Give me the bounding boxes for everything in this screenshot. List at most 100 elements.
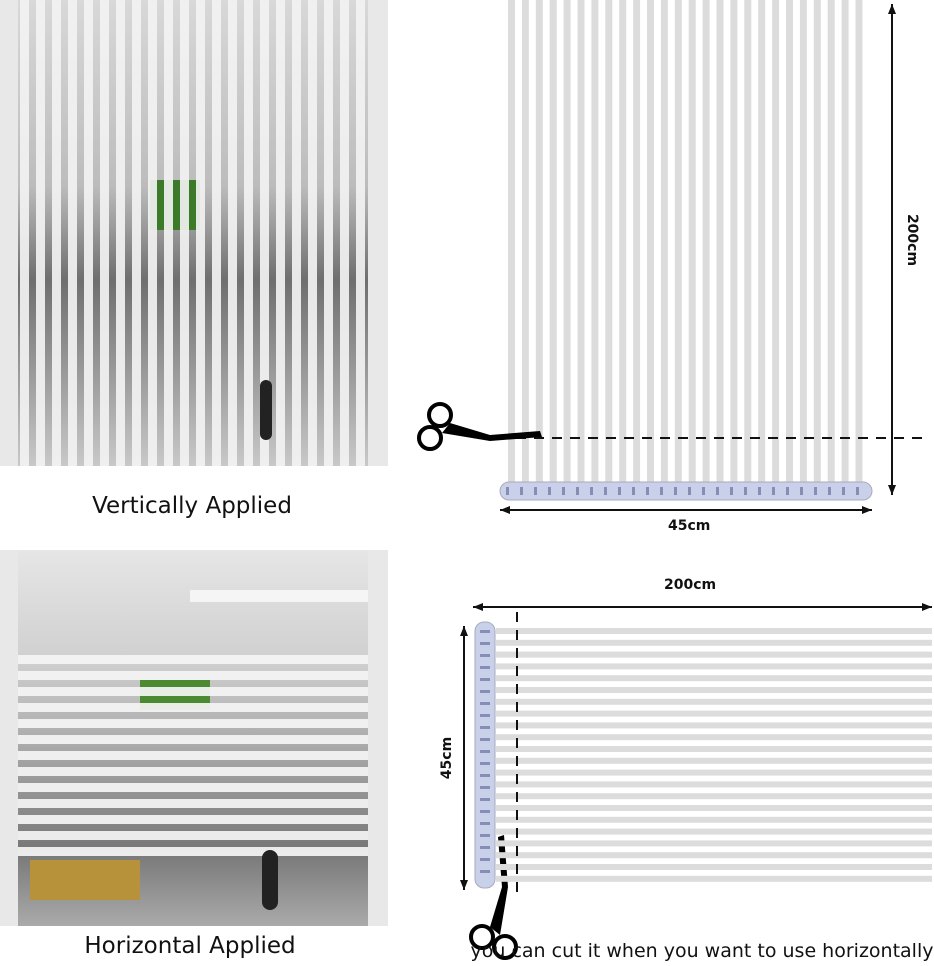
film-stripe <box>496 816 932 823</box>
film-stripe <box>496 639 932 646</box>
roll-mark <box>646 487 649 495</box>
roll-mark <box>660 487 663 495</box>
frosted-stripe <box>18 815 368 824</box>
horizontal-length-label: 200cm <box>664 577 717 593</box>
frosted-stripe <box>244 0 253 466</box>
scissors-blade <box>490 835 508 935</box>
roll-mark <box>702 487 705 495</box>
film-stripe <box>702 0 710 482</box>
frosted-stripe <box>116 0 125 466</box>
horizontal-applied-photo <box>0 550 388 926</box>
film-stripe <box>855 0 863 482</box>
film-stripe <box>647 0 654 482</box>
scissors-blade <box>442 423 542 441</box>
vertical-caption: Vertically Applied <box>92 493 292 519</box>
film-stripe <box>633 0 641 482</box>
roll-mark <box>632 487 635 495</box>
frame <box>368 0 388 466</box>
film-stripe <box>496 781 932 788</box>
roll-mark <box>480 630 490 633</box>
film-stripe <box>508 0 515 482</box>
roll-mark <box>744 487 747 495</box>
film-stripe <box>496 675 932 682</box>
roll-mark <box>480 786 490 789</box>
film-roll <box>474 621 496 889</box>
frosted-stripe <box>52 0 61 466</box>
film-stripe <box>744 0 752 482</box>
film-stripe <box>496 722 932 729</box>
roll-mark <box>480 846 490 849</box>
frosted-stripe <box>18 799 368 808</box>
frosted-stripe <box>180 0 189 466</box>
roll-mark <box>480 726 490 729</box>
frosted-stripe <box>18 735 368 744</box>
film-stripe <box>521 0 529 482</box>
film-stripe <box>786 0 793 482</box>
roll-mark <box>480 834 490 837</box>
arrow-head <box>922 603 932 611</box>
roll-mark <box>786 487 789 495</box>
roll-mark <box>480 810 490 813</box>
frosted-stripe <box>18 751 368 760</box>
roll-mark <box>480 750 490 753</box>
film-stripe <box>688 0 696 482</box>
roll-mark <box>480 714 490 717</box>
roll-mark <box>480 690 490 693</box>
film-stripe <box>496 746 932 752</box>
frosted-stripe <box>18 687 368 696</box>
arrow-head <box>500 506 510 514</box>
roll-mark <box>674 487 677 495</box>
frosted-stripe <box>228 0 237 466</box>
frosted-stripe <box>308 0 317 466</box>
frosted-stripe <box>18 847 368 856</box>
scissors-handle <box>469 924 495 950</box>
scissors-handle <box>492 934 518 960</box>
frosted-stripe <box>20 0 29 466</box>
frosted-stripe <box>18 783 368 792</box>
arrow-head <box>862 506 872 514</box>
roll-mark <box>506 487 509 495</box>
film-stripe <box>799 0 807 482</box>
roll-mark <box>688 487 691 495</box>
arrow-head <box>460 626 468 636</box>
film-stripe <box>496 663 932 670</box>
scissors-handle <box>427 402 453 428</box>
frosted-stripe <box>164 0 173 466</box>
film-roll <box>499 481 873 501</box>
film-stripe <box>577 0 585 482</box>
frame <box>368 550 388 926</box>
arrow-head <box>473 603 483 611</box>
film-stripe <box>496 651 932 658</box>
film-stripe <box>496 734 932 741</box>
frosted-stripe <box>18 719 368 728</box>
film-stripe <box>758 0 766 482</box>
chair <box>30 860 140 900</box>
arrow-head <box>888 4 896 14</box>
vertical-applied-photo <box>0 0 388 466</box>
roll-mark <box>480 678 490 681</box>
roll-mark <box>480 666 490 669</box>
film-stripe <box>496 769 932 776</box>
roll-mark <box>480 642 490 645</box>
horizontal-width-label: 45cm <box>439 736 456 780</box>
frosted-stripe <box>196 0 205 466</box>
film-stripe <box>496 852 932 859</box>
roll-mark <box>480 702 490 705</box>
film-stripe <box>841 0 849 482</box>
frosted-stripe <box>84 0 93 466</box>
film-stripe <box>813 0 821 482</box>
film-stripe <box>496 710 932 717</box>
horizontal-caption: Horizontal Applied <box>84 933 296 959</box>
frosted-stripe <box>100 0 109 466</box>
roll-mark <box>856 487 859 495</box>
frosted-stripe <box>356 0 365 466</box>
frosted-stripe <box>276 0 285 466</box>
scissors-handle <box>417 425 443 451</box>
ceiling-light <box>190 590 368 602</box>
frosted-stripe <box>324 0 333 466</box>
film-stripe <box>827 0 835 482</box>
film-stripe <box>772 0 780 482</box>
film-stripe <box>496 875 932 882</box>
roll-mark <box>548 487 551 495</box>
vertical-width-label: 45cm <box>668 518 711 534</box>
